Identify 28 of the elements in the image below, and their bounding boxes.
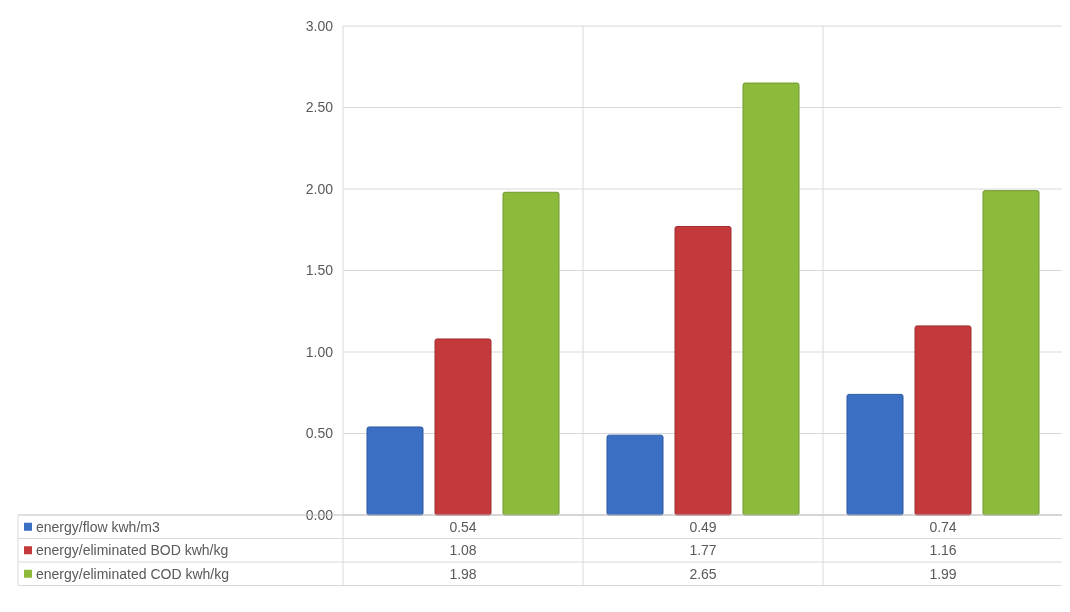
y-tick-label: 2.50 [305,99,334,116]
data-label: 0.49 [689,518,717,535]
y-tick-label: 0.00 [305,506,334,523]
y-tick-label: 3.00 [305,17,334,34]
data-label: 0.74 [929,518,957,535]
data-label: 1.99 [929,565,957,582]
data-label: 2.65 [689,565,717,582]
legend-label: energy/eliminated COD kwh/kg [36,565,229,582]
bar [606,434,664,516]
legend-label: energy/eliminated BOD kwh/kg [36,542,229,559]
data-label: 1.77 [689,542,717,559]
bar [742,82,800,516]
bar [846,393,904,516]
y-tick-label: 0.50 [305,425,334,442]
data-label: 0.54 [449,518,477,535]
y-tick-label: 1.00 [305,343,334,360]
data-label: 1.16 [929,542,957,559]
bar [982,190,1040,516]
y-tick-label: 2.00 [305,180,334,197]
legend-label: energy/flow kwh/m3 [36,518,160,535]
data-label: 1.08 [449,542,477,559]
bar [674,225,732,516]
bar [502,191,560,516]
bar [434,338,492,516]
data-label: 1.98 [449,565,477,582]
bar [914,325,972,516]
y-tick-label: 1.50 [305,262,334,279]
bar [366,426,424,516]
